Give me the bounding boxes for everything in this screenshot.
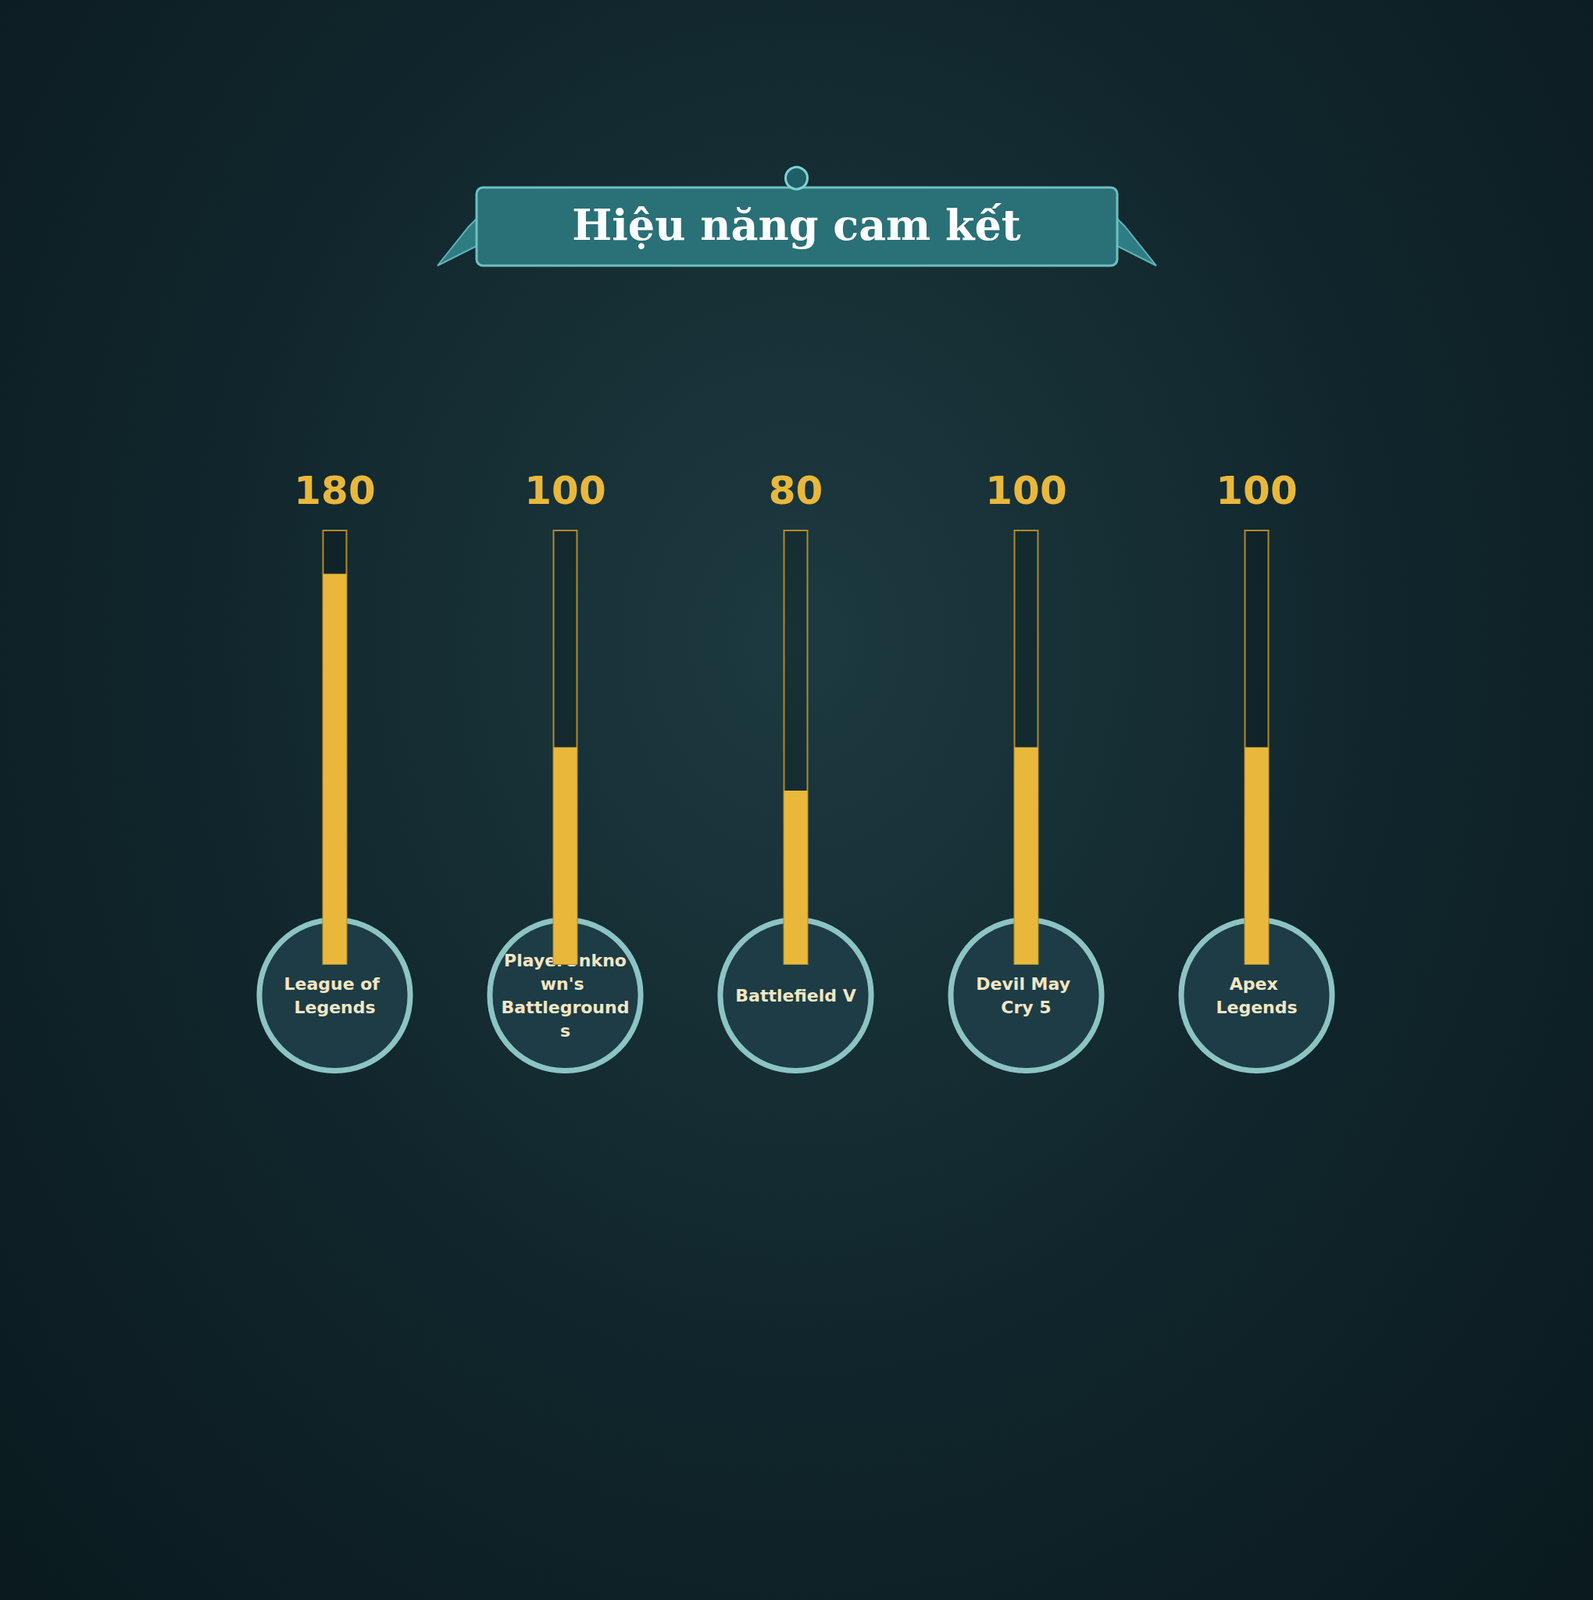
svg-text:100: 100: [985, 467, 1067, 514]
svg-text:wn's: wn's: [540, 974, 590, 994]
svg-text:Legends: Legends: [1215, 997, 1297, 1018]
svg-text:Legends: Legends: [293, 997, 376, 1018]
svg-text:s: s: [560, 1021, 571, 1041]
svg-text:Battleground: Battleground: [501, 997, 630, 1018]
svg-text:Devil May: Devil May: [975, 974, 1076, 994]
svg-text:80: 80: [768, 467, 824, 514]
svg-text:180: 180: [293, 467, 376, 514]
svg-text:Apex: Apex: [1229, 974, 1285, 994]
svg-text:League of: League of: [283, 974, 386, 994]
svg-text:Cry 5: Cry 5: [1000, 997, 1051, 1018]
svg-text:100: 100: [524, 467, 606, 514]
svg-text:PlayerUnkno: PlayerUnkno: [503, 950, 627, 970]
svg-text:Battlefield V: Battlefield V: [735, 985, 856, 1006]
svg-text:100: 100: [1215, 467, 1297, 514]
svg-text:Hiệu năng cam kết: Hiệu năng cam kết: [571, 200, 1022, 251]
